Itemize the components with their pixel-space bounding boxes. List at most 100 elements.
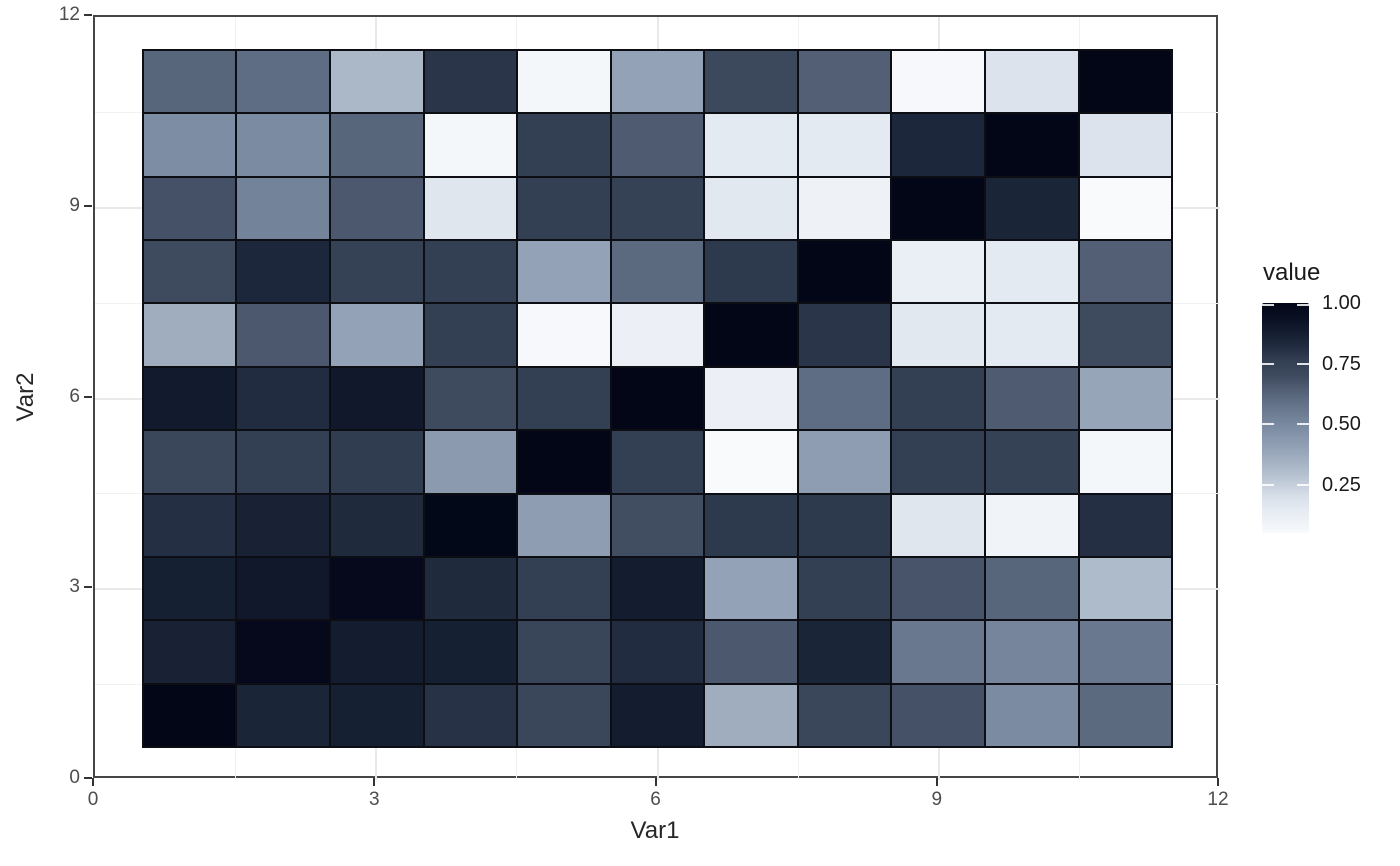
y-axis-tick-mark (84, 395, 92, 398)
legend-title: value (1263, 259, 1321, 286)
y-axis-tick-label: 12 (58, 4, 80, 25)
heatmap-cell (1078, 113, 1173, 177)
heatmap-cell (1078, 49, 1173, 114)
heatmap-cell (610, 176, 705, 240)
heatmap-cell (330, 239, 424, 304)
heatmap-cell (142, 493, 237, 557)
heatmap-cell (984, 49, 1079, 114)
heatmap-cell (610, 49, 705, 114)
heatmap-cell (236, 366, 330, 431)
heatmap-cell (797, 493, 892, 557)
heatmap-cell (610, 620, 705, 684)
heatmap-cell (1078, 366, 1173, 431)
heatmap-cell (330, 620, 424, 684)
heatmap-cell (142, 239, 237, 304)
heatmap-cell (423, 556, 518, 621)
heatmap-cell (1078, 683, 1173, 748)
heatmap-cell (236, 49, 330, 114)
heatmap-cell (610, 113, 705, 177)
heatmap-cell (142, 366, 237, 431)
heatmap-cell (610, 303, 705, 367)
heatmap-cell (610, 366, 705, 431)
heatmap-cell (797, 176, 892, 240)
legend-tick-mark (1297, 483, 1309, 486)
legend-tick-mark (1262, 362, 1274, 365)
x-axis-title: Var1 (630, 817, 680, 844)
heatmap-cell (1078, 303, 1173, 367)
legend-tick-mark (1297, 423, 1309, 426)
legend-tick-label: 0.25 (1322, 473, 1361, 496)
heatmap-cell (236, 176, 330, 240)
heatmap-cell (330, 366, 424, 431)
heatmap-cell (517, 176, 611, 240)
heatmap-cell (330, 493, 424, 557)
plot-panel (93, 15, 1220, 780)
y-axis-tick-label: 9 (69, 194, 80, 216)
heatmap-cell (984, 303, 1079, 367)
heatmap-cell (704, 239, 798, 304)
heatmap-cell (236, 620, 330, 684)
heatmap-cell (517, 620, 611, 684)
heatmap-cell (517, 303, 611, 367)
heatmap-cell (610, 493, 705, 557)
heatmap-cell (236, 303, 330, 367)
heatmap-cell (236, 683, 330, 748)
heatmap-cell (704, 303, 798, 367)
heatmap-cell (610, 430, 705, 494)
heatmap-cell (984, 176, 1079, 240)
heatmap-cell (891, 176, 985, 240)
heatmap-cell (1078, 239, 1173, 304)
heatmap-cell (704, 683, 798, 748)
heatmap-cell (517, 430, 611, 494)
x-axis-tick-label: 12 (1207, 789, 1229, 810)
legend-tick-mark (1297, 304, 1309, 306)
heatmap-cell (517, 113, 611, 177)
heatmap-cell (423, 113, 518, 177)
y-axis-tick-label: 6 (69, 385, 80, 407)
heatmap-cell (1078, 430, 1173, 494)
heatmap-cell (704, 176, 798, 240)
heatmap-cell (984, 239, 1079, 304)
y-axis-tick-mark (84, 14, 92, 16)
x-axis-tick-label: 0 (87, 789, 99, 810)
heatmap-cell (797, 620, 892, 684)
heatmap-cell (610, 556, 705, 621)
legend-tick-mark (1262, 423, 1274, 426)
heatmap-cell (797, 49, 892, 114)
legend-tick-label: 1.00 (1322, 292, 1361, 314)
heatmap-cell (423, 239, 518, 304)
heatmap-cell (891, 493, 985, 557)
heatmap-cell (891, 303, 985, 367)
heatmap-cell (423, 176, 518, 240)
heatmap-cell (704, 49, 798, 114)
heatmap-cell (704, 620, 798, 684)
heatmap-cell (236, 556, 330, 621)
heatmap-cell (891, 49, 985, 114)
heatmap-cell (704, 430, 798, 494)
heatmap-cell (142, 49, 237, 114)
heatmap-cell (1078, 176, 1173, 240)
heatmap-cell (423, 49, 518, 114)
heatmap-cell (891, 113, 985, 177)
heatmap-cell (984, 430, 1079, 494)
heatmap-cell (891, 556, 985, 621)
heatmap-cell (891, 620, 985, 684)
heatmap-cell (423, 493, 518, 557)
legend-tick-mark (1297, 362, 1309, 365)
heatmap-cell (797, 556, 892, 621)
heatmap-cell (423, 620, 518, 684)
legend-tick-label: 0.75 (1322, 352, 1361, 375)
heatmap-cell (517, 239, 611, 304)
heatmap-cell (984, 366, 1079, 431)
heatmap-cell (797, 113, 892, 177)
heatmap-cell (517, 366, 611, 431)
heatmap-cell (517, 493, 611, 557)
x-axis-tick-mark (373, 778, 376, 786)
heatmap-cell (1078, 556, 1173, 621)
heatmap-cell (704, 556, 798, 621)
heatmap-cell (142, 683, 237, 748)
heatmap-cell (984, 493, 1079, 557)
legend-tick-mark (1262, 483, 1274, 486)
heatmap-cell (423, 683, 518, 748)
heatmap-cell (704, 366, 798, 431)
